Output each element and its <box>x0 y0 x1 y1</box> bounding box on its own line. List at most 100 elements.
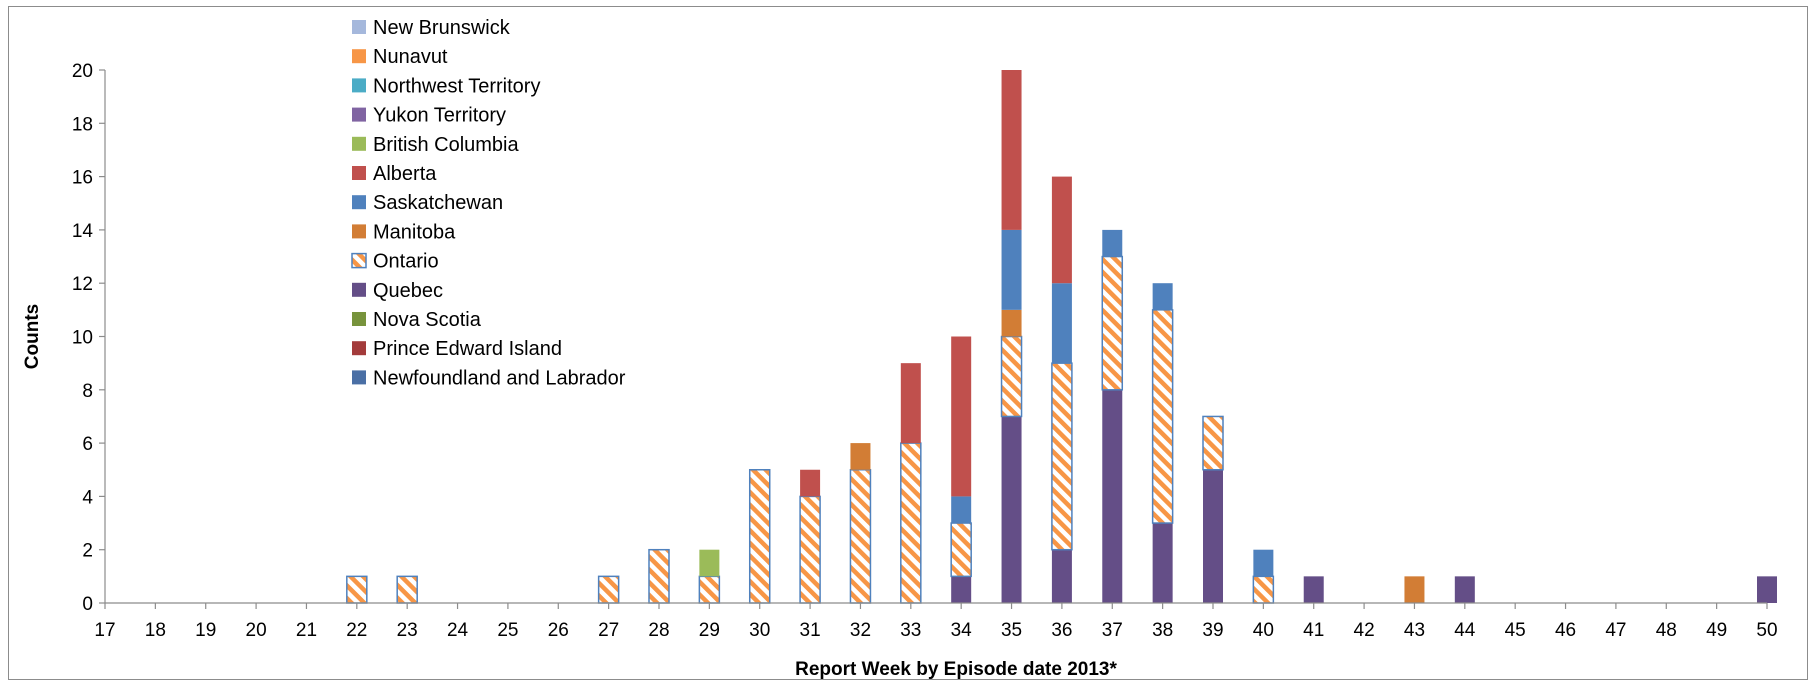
bar-segment-ontario <box>346 575 368 604</box>
bar-segment-quebec <box>951 576 972 603</box>
legend-swatch <box>352 78 366 93</box>
bar-segment-ontario <box>1101 255 1124 391</box>
bar-segment-ontario <box>1202 415 1224 471</box>
legend-swatch <box>352 312 366 326</box>
legend-swatch <box>352 195 366 210</box>
y-tick-label: 6 <box>82 434 93 455</box>
x-tick-label: 37 <box>1102 620 1123 641</box>
x-tick-label: 38 <box>1152 620 1173 641</box>
x-tick-label: 29 <box>699 620 720 641</box>
legend-swatch <box>352 49 366 64</box>
x-tick-label: 28 <box>648 620 669 641</box>
bar-segment-quebec <box>1203 469 1223 603</box>
y-tick-label: 12 <box>72 274 93 295</box>
bar-segment-ontario <box>799 495 821 604</box>
x-tick-label: 46 <box>1555 620 1576 641</box>
x-tick-label: 18 <box>145 620 166 641</box>
bar-segment-ontario <box>900 442 922 604</box>
x-tick-label: 22 <box>346 620 367 641</box>
legend-swatch <box>352 341 366 356</box>
x-tick-label: 49 <box>1706 620 1727 641</box>
bar-segment-quebec <box>1303 576 1324 603</box>
bar-segment-ontario <box>1252 575 1275 604</box>
y-tick-label: 10 <box>72 328 93 349</box>
x-tick-label: 48 <box>1656 620 1677 641</box>
bar-segment-ontario <box>396 575 418 604</box>
x-tick-label: 42 <box>1354 620 1375 641</box>
bar-segment-ontario <box>597 575 620 604</box>
x-tick-label: 45 <box>1505 620 1526 641</box>
bar-segment-ontario <box>1051 362 1073 551</box>
bar-segment-quebec <box>1757 576 1777 603</box>
x-tick-label: 27 <box>598 620 619 641</box>
legend-swatch <box>352 20 366 34</box>
x-tick-label: 20 <box>246 620 267 641</box>
y-tick-label: 14 <box>72 221 94 242</box>
legend-swatch <box>351 252 367 269</box>
legend-swatch <box>352 136 366 151</box>
bar-segment-alberta <box>1001 70 1022 230</box>
bar-segment-quebec <box>1152 523 1173 603</box>
bar-segment-ontario <box>698 575 721 604</box>
x-tick-label: 32 <box>850 620 871 641</box>
bar-segment-british-columbia <box>699 549 720 577</box>
x-tick-label: 25 <box>497 620 518 641</box>
bar-segment-ontario <box>748 469 771 604</box>
bar-segment-ontario <box>648 548 670 604</box>
y-tick-label: 16 <box>72 168 93 189</box>
bar-segment-ontario <box>950 522 972 578</box>
x-tick-label: 30 <box>749 620 770 641</box>
x-tick-label: 36 <box>1051 620 1072 641</box>
legend-label: Prince Edward Island <box>373 338 562 360</box>
bar-segment-saskatchewan <box>1001 229 1022 310</box>
y-tick-label: 18 <box>72 114 93 135</box>
x-tick-label: 26 <box>548 620 569 641</box>
bar-segment-saskatchewan <box>1102 229 1123 257</box>
legend-label: Nunavut <box>373 46 448 68</box>
legend-label: Ontario <box>373 251 439 273</box>
bar-segment-ontario <box>1151 309 1174 524</box>
legend-swatch <box>352 107 366 122</box>
bar-segment-alberta <box>1051 176 1072 284</box>
bar-segment-alberta <box>800 469 821 497</box>
bar-segment-quebec <box>1454 576 1475 603</box>
x-tick-label: 50 <box>1756 620 1777 641</box>
bar-segment-alberta <box>951 336 972 497</box>
bar-segment-manitoba <box>1404 576 1425 603</box>
x-tick-label: 35 <box>1001 620 1022 641</box>
legend-label: Newfoundland and Labrador <box>373 367 626 389</box>
bar-segment-saskatchewan <box>1253 549 1274 577</box>
x-tick-label: 24 <box>447 620 469 641</box>
x-tick-label: 23 <box>397 620 418 641</box>
x-tick-label: 17 <box>94 620 115 641</box>
bar-segment-quebec <box>1001 416 1022 603</box>
x-tick-label: 31 <box>800 620 821 641</box>
bar-segment-quebec <box>1051 549 1072 603</box>
x-tick-label: 19 <box>195 620 216 641</box>
bar-segment-quebec <box>1102 389 1123 603</box>
bar-segment-saskatchewan <box>951 496 972 524</box>
y-tick-label: 8 <box>82 381 93 402</box>
x-tick-label: 41 <box>1303 620 1324 641</box>
bar-segment-ontario <box>849 469 872 604</box>
legend-swatch <box>352 370 366 385</box>
legend-label: British Columbia <box>373 134 519 156</box>
x-tick-label: 44 <box>1454 620 1476 641</box>
bar-segment-saskatchewan <box>1051 283 1072 364</box>
legend-swatch <box>352 224 366 239</box>
legend-label: New Brunswick <box>373 17 511 39</box>
y-tick-label: 4 <box>82 487 93 508</box>
bars-layer <box>346 70 1777 604</box>
x-tick-label: 43 <box>1404 620 1425 641</box>
bar-segment-ontario <box>1000 335 1023 418</box>
y-tick-label: 0 <box>82 594 93 615</box>
x-tick-label: 21 <box>296 620 317 641</box>
legend-label: Manitoba <box>373 221 456 243</box>
legend-label: Nova Scotia <box>373 309 482 331</box>
chart-frame <box>8 6 1808 680</box>
bar-segment-saskatchewan <box>1152 283 1173 310</box>
x-tick-label: 33 <box>900 620 921 641</box>
legend-label: Alberta <box>373 163 437 185</box>
